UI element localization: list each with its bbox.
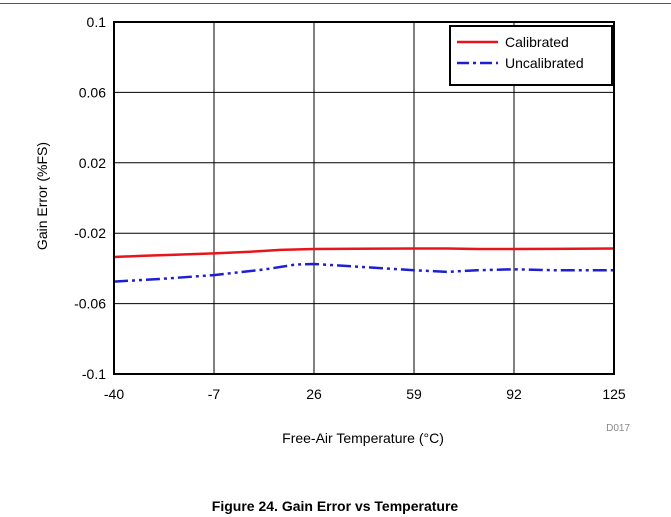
plot-area <box>113 21 615 375</box>
figure-caption: Figure 24. Gain Error vs Temperature <box>212 498 459 514</box>
legend-label-calibrated: Calibrated <box>505 34 569 50</box>
x-tick-label: 26 <box>306 386 322 402</box>
figure-id: D017 <box>606 423 630 434</box>
series-layer <box>113 247 615 283</box>
y-tick-label: 0.06 <box>79 84 106 100</box>
x-axis-title: Free-Air Temperature (°C) <box>282 430 444 446</box>
x-tick-label: 92 <box>506 386 522 402</box>
x-tick-labels: -40 -7 26 59 92 125 <box>104 386 626 402</box>
y-tick-labels: 0.1 0.06 0.02 -0.02 -0.06 -0.1 <box>74 14 106 382</box>
x-tick-label: -7 <box>208 386 221 402</box>
y-tick-label: -0.06 <box>74 296 106 312</box>
series-line-uncalibrated <box>113 262 614 283</box>
y-tick-label: 0.1 <box>87 14 107 30</box>
y-axis-title: Gain Error (%FS) <box>34 142 50 250</box>
legend-box <box>449 25 613 86</box>
y-tick-label: 0.02 <box>79 155 106 171</box>
x-tick-label: 125 <box>602 386 626 402</box>
legend-label-uncalibrated: Uncalibrated <box>505 55 584 71</box>
x-tick-label: -40 <box>104 386 124 402</box>
x-tick-label: 59 <box>406 386 422 402</box>
y-tick-label: -0.02 <box>74 225 106 241</box>
y-tick-label: -0.1 <box>82 366 106 382</box>
series-line-calibrated <box>113 247 615 259</box>
legend: Calibrated Uncalibrated <box>449 25 613 86</box>
